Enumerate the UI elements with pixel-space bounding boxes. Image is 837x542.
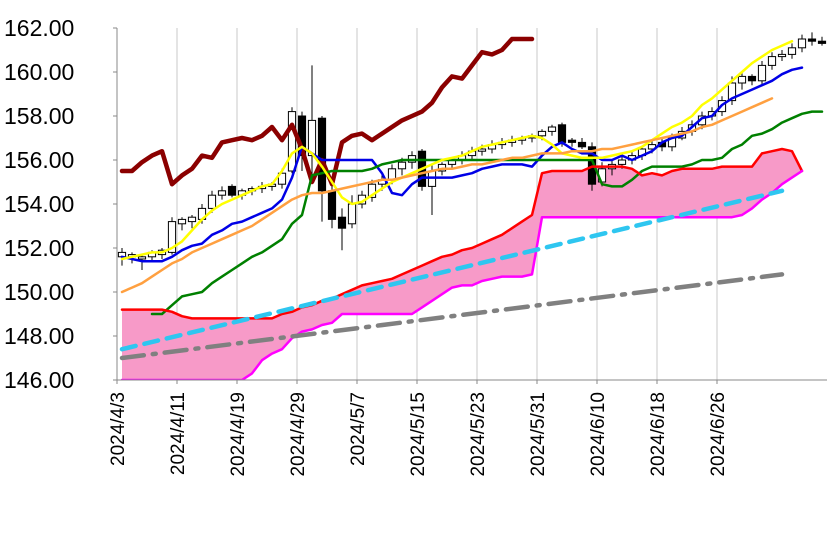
candle-body [817,40,827,44]
candle-body [287,111,297,172]
candle-body [727,82,737,102]
x-tick-label: 2024/5/7 [348,392,369,466]
x-tick-label: 2024/6/18 [648,392,669,477]
candle-body [547,126,557,132]
y-tick-label: 148.00 [4,323,74,349]
candle-body [537,130,547,137]
candle-body [217,190,227,196]
y-tick-label: 162.00 [4,15,74,41]
candle-body [367,183,377,198]
candle-body [187,216,197,223]
x-tick-label: 2024/4/3 [108,392,129,466]
x-tick-label: 2024/4/11 [168,392,189,475]
candle-body [577,141,587,148]
candle-body [337,216,347,229]
candle-body [617,159,627,165]
x-tick-label: 2024/4/19 [228,392,249,477]
y-tick-label: 154.00 [4,191,74,217]
y-tick-label: 150.00 [4,279,74,305]
candle-body [397,161,407,170]
cloud-area [122,149,802,380]
candle-body [747,75,757,82]
candle-body [767,56,777,66]
candle-body [307,119,317,157]
candle-body [787,47,797,55]
candle-body [477,148,487,152]
candle-body [737,75,747,84]
axes: 146.00 148.00 150.00 152.00 154.00 156.00 158.… [4,15,827,477]
series-ma-short [120,39,794,261]
candle-body [137,256,147,260]
series-kijun [150,110,824,316]
y-tick-label: 160.00 [4,59,74,85]
series-trend-upper [119,188,785,352]
x-tick-label: 2024/4/29 [288,392,309,477]
x-tick-label: 2024/5/15 [408,392,429,477]
candle-body [347,203,357,225]
candle-body [227,185,237,196]
x-tick-label: 2024/5/23 [468,392,489,477]
candle-body [177,218,187,225]
candle-body [797,38,807,49]
y-tick-label: 158.00 [4,103,74,129]
x-tick-label: 2024/5/31 [528,392,549,477]
x-tick-label: 2024/6/26 [708,392,729,477]
candle-body [327,190,337,220]
candle-body [757,64,767,82]
series-chikou [119,36,535,187]
candle-body [567,139,577,143]
candle-body [277,172,287,185]
series-trend-lower [119,272,785,361]
x-tick-label: 2024/6/10 [588,392,609,477]
candle-body [167,221,177,253]
y-tick-label: 156.00 [4,147,74,173]
series-ma-mid [120,97,774,294]
candle-body [557,124,567,143]
series-senkou-b [120,169,804,380]
series-tenkan [120,66,804,263]
candle-body [317,117,327,192]
y-tick-label: 152.00 [4,235,74,261]
candle-body [207,194,217,209]
indicator-lines [119,36,824,380]
kumo-cloud [122,149,802,380]
candle-body [807,38,817,42]
y-tick-label: 146.00 [4,367,74,393]
candle-body [777,53,787,58]
series-senkou-a [120,147,804,320]
